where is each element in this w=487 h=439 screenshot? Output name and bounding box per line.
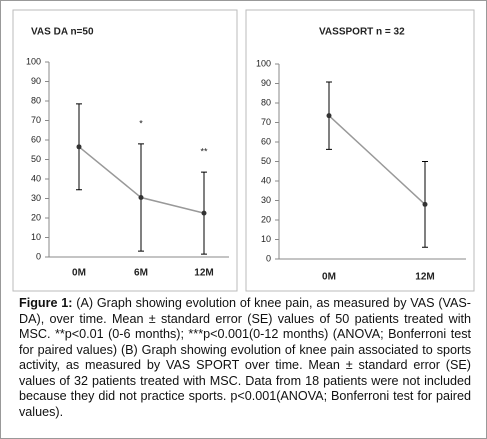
y-tick-label: 100: [26, 56, 41, 66]
y-tick-label: 80: [31, 95, 41, 105]
annotation: **: [200, 147, 208, 157]
y-tick-label: 50: [31, 154, 41, 164]
chart-title: VAS DA n=50: [31, 27, 94, 38]
y-tick-label: 20: [261, 214, 271, 224]
y-tick-label: 30: [31, 193, 41, 203]
point: [422, 201, 428, 207]
caption-label: Figure 1:: [19, 296, 73, 310]
y-tick-label: 60: [261, 136, 271, 146]
x-tick-label: 12M: [194, 268, 213, 279]
x-tick-label: 0M: [72, 268, 86, 279]
panel-frame: [12, 9, 238, 292]
y-tick-label: 10: [31, 232, 41, 242]
panel-frame: [245, 9, 475, 292]
y-tick-label: 0: [266, 253, 271, 263]
chart-title: VASSPORT n = 32: [319, 27, 405, 38]
y-tick-label: 40: [261, 175, 271, 185]
x-tick-label: 0M: [322, 272, 336, 283]
point: [138, 195, 144, 201]
y-tick-label: 90: [31, 76, 41, 86]
y-tick-label: 50: [261, 156, 271, 166]
point: [201, 210, 207, 216]
y-tick-label: 70: [31, 115, 41, 125]
x-tick-label: 12M: [415, 272, 434, 283]
caption-text: (A) Graph showing evolution of knee pain…: [19, 296, 471, 419]
point: [326, 113, 332, 119]
y-tick-label: 100: [256, 58, 271, 68]
y-tick-label: 70: [261, 117, 271, 127]
y-tick-label: 40: [31, 173, 41, 183]
y-tick-label: 30: [261, 195, 271, 205]
y-tick-label: 10: [261, 234, 271, 244]
caption: Figure 1: (A) Graph showing evolution of…: [19, 296, 471, 420]
line: [328, 115, 426, 205]
point: [76, 144, 82, 150]
y-tick-label: 60: [31, 134, 41, 144]
y-tick-label: 90: [261, 78, 271, 88]
y-tick-label: 0: [36, 251, 41, 261]
annotation: *: [139, 118, 143, 128]
x-tick-label: 6M: [134, 268, 148, 279]
y-tick-label: 20: [31, 212, 41, 222]
y-tick-label: 80: [261, 97, 271, 107]
